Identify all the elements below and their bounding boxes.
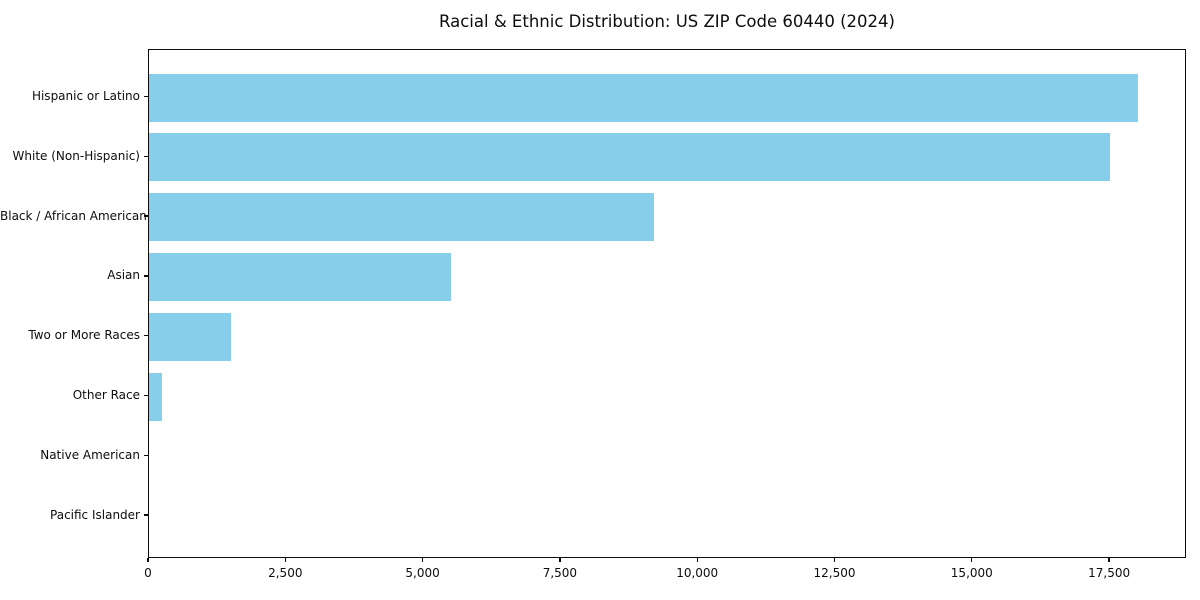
- y-tick-label: White (Non-Hispanic): [12, 148, 140, 163]
- x-tick-mark: [1108, 558, 1110, 562]
- y-tick-label: Two or More Races: [28, 328, 140, 343]
- y-tick-mark: [144, 514, 148, 516]
- bar-white-non-hispanic-: [149, 133, 1111, 182]
- y-tick-mark: [144, 95, 148, 98]
- x-tick-mark: [147, 558, 149, 562]
- y-tick-label: Hispanic or Latino: [31, 89, 140, 103]
- y-tick-mark: [144, 215, 148, 217]
- x-tick-mark: [284, 558, 286, 562]
- x-tick-mark: [971, 558, 973, 562]
- y-tick-mark: [144, 275, 148, 277]
- y-tick-label: Asian: [107, 268, 140, 283]
- y-tick-label: Pacific Islander: [50, 507, 140, 522]
- bar-asian: [149, 252, 452, 301]
- y-tick-mark: [144, 394, 148, 397]
- y-tick-label: Black / African American: [0, 208, 147, 223]
- bar-hispanic-or-latino: [149, 73, 1138, 122]
- x-tick-mark: [421, 558, 424, 562]
- bar-other-race: [149, 372, 162, 421]
- bar-black-african-american: [149, 193, 655, 242]
- x-tick-label: 0: [144, 566, 152, 580]
- x-tick-label: 15,000: [950, 566, 993, 580]
- y-tick-label: Other Race: [72, 388, 140, 402]
- x-tick-mark: [833, 558, 836, 562]
- x-tick-label: 10,000: [676, 566, 719, 580]
- x-tick-mark: [696, 558, 698, 562]
- x-tick-label: 7,500: [542, 566, 578, 580]
- x-tick-label: 5,000: [405, 566, 440, 580]
- plot-area: [148, 49, 1186, 558]
- bar-two-or-more-races: [149, 312, 232, 361]
- x-tick-label: 17,500: [1088, 566, 1131, 580]
- y-tick-mark: [144, 335, 148, 337]
- x-tick-mark: [559, 558, 561, 562]
- x-tick-label: 12,500: [813, 566, 856, 580]
- x-tick-label: 2,500: [268, 566, 303, 580]
- chart-title: Racial & Ethnic Distribution: US ZIP Cod…: [439, 12, 895, 31]
- y-tick-mark: [144, 155, 148, 157]
- y-tick-label: Native American: [40, 447, 140, 462]
- y-tick-mark: [144, 454, 148, 456]
